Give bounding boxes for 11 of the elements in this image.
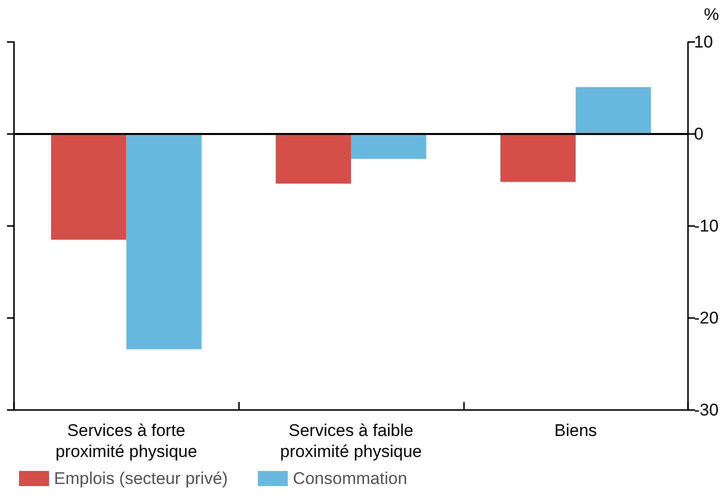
y-axis-title: % (704, 5, 720, 24)
y-tick-label: -30 (694, 400, 719, 420)
y-tick-label: 10 (694, 32, 713, 52)
y-tick-label: -20 (694, 308, 719, 328)
x-tick-label: Services à forte proximité physique (55, 421, 198, 461)
y-tick-label: -10 (694, 216, 719, 236)
legend-label: Consommation (292, 469, 408, 488)
x-tick-label: Services à faible proximité physique (280, 421, 422, 461)
legend-label: Emplois (secteur privé) (54, 469, 228, 488)
x-tick-label: Biens (554, 421, 597, 440)
y-tick-label: 0 (694, 124, 704, 144)
